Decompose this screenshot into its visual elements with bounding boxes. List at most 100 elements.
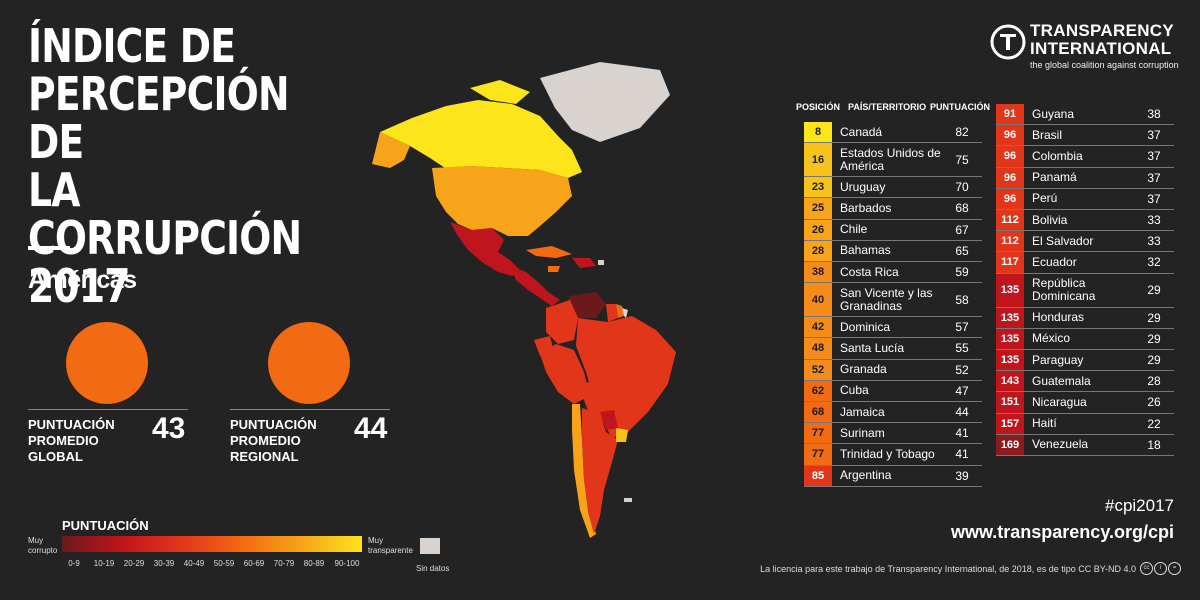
canada-region (380, 100, 582, 178)
country-cell: Dominica (840, 319, 891, 334)
table-row: 25 Barbados 68 (804, 198, 982, 220)
global-average-value: 43 (152, 412, 186, 445)
score-cell: 67 (955, 222, 969, 237)
score-cell: 82 (955, 125, 969, 140)
legend-low-label: Muy corrupto (28, 536, 58, 555)
table-row: 135 Paraguay 29 (996, 350, 1174, 372)
score-cell: 29 (1147, 310, 1161, 325)
legend-range-label: 0-9 (68, 559, 80, 568)
table-row: 48 Santa Lucía 55 (804, 338, 982, 360)
rank-cell: 96 (996, 125, 1024, 146)
country-cell: Haití (1032, 416, 1057, 431)
country-cell: Jamaica (840, 404, 885, 419)
country-cell: Guyana (1032, 106, 1075, 121)
rank-cell: 68 (804, 402, 832, 423)
rank-cell: 112 (996, 210, 1024, 231)
rank-cell: 77 (804, 423, 832, 444)
table-row: 52 Granada 52 (804, 359, 982, 381)
legend-ranges: 0-9 10-19 20-29 30-39 40-49 50-59 60-69 … (62, 559, 362, 573)
country-cell: Granada (840, 362, 887, 377)
table-row: 28 Bahamas 65 (804, 240, 982, 262)
header-score: PUNTUACIÓN (930, 102, 990, 112)
alaska-region (372, 132, 410, 168)
rank-cell: 91 (996, 104, 1024, 125)
score-cell: 70 (955, 180, 969, 195)
score-cell: 39 (955, 468, 969, 483)
table-row: 23 Uruguay 70 (804, 177, 982, 199)
score-cell: 33 (1147, 213, 1161, 228)
puerto-rico-island (598, 260, 604, 265)
rank-cell: 48 (804, 338, 832, 359)
table-row: 42 Dominica 57 (804, 317, 982, 339)
score-cell: 44 (955, 405, 969, 420)
score-cell: 37 (1147, 149, 1161, 164)
table-row: 96 Panamá 37 (996, 167, 1174, 189)
table-row: 135 República Dominicana 29 (996, 273, 1174, 308)
country-cell: Estados Unidos de América (840, 145, 941, 173)
legend-range-label: 80-89 (303, 559, 325, 568)
legend-range-label: 10-19 (93, 559, 115, 568)
website-url[interactable]: www.transparency.org/cpi (950, 522, 1174, 542)
rank-cell: 8 (804, 122, 832, 143)
country-cell: Honduras (1032, 310, 1085, 325)
regional-average-circle (268, 322, 350, 404)
global-stat-divider (28, 409, 188, 410)
rank-cell: 40 (804, 283, 832, 317)
table-row: 16 Estados Unidos de América 75 (804, 143, 982, 178)
table-row: 62 Cuba 47 (804, 380, 982, 402)
country-cell: Barbados (840, 200, 892, 215)
rank-cell: 28 (804, 240, 832, 261)
rank-cell: 26 (804, 219, 832, 240)
legend-no-data-label: Sin datos (416, 564, 450, 573)
legend-range-label: 60-69 (243, 559, 265, 568)
country-cell: Argentina (840, 468, 892, 483)
rank-cell: 77 (804, 444, 832, 465)
table-row: 169 Venezuela 18 (996, 434, 1174, 456)
score-cell: 41 (955, 447, 969, 462)
legend-title: PUNTUACIÓN (62, 518, 149, 533)
cuba-island (526, 246, 572, 258)
score-cell: 38 (1147, 107, 1161, 122)
guyana-region (606, 304, 618, 322)
score-cell: 68 (955, 201, 969, 216)
colombia-region (546, 300, 578, 344)
table-row: 77 Surinam 41 (804, 423, 982, 445)
country-cell: Paraguay (1032, 352, 1084, 367)
rank-cell: 85 (804, 465, 832, 486)
table-row: 91 Guyana 38 (996, 104, 1174, 126)
legend-range-label: 30-39 (153, 559, 175, 568)
country-cell: Brasil (1032, 127, 1063, 142)
title-divider (28, 246, 70, 250)
chile-region (572, 404, 596, 538)
score-cell: 28 (1147, 374, 1161, 389)
rank-cell: 135 (996, 307, 1024, 328)
score-cell: 37 (1147, 128, 1161, 143)
rank-cell: 151 (996, 392, 1024, 413)
score-cell: 75 (955, 152, 969, 167)
table-row: 112 Bolivia 33 (996, 210, 1174, 232)
org-name: TRANSPARENCY INTERNATIONAL (1030, 21, 1175, 58)
legend-range-label: 50-59 (213, 559, 235, 568)
table-row: 117 Ecuador 32 (996, 252, 1174, 274)
venezuela-region (566, 292, 606, 318)
rank-cell: 25 (804, 198, 832, 219)
legend-range-label: 20-29 (123, 559, 145, 568)
region-title: Américas (28, 266, 137, 294)
rank-cell: 135 (996, 350, 1024, 371)
rank-cell: 96 (996, 167, 1024, 188)
rank-cell: 62 (804, 380, 832, 401)
bolivia-region (580, 380, 612, 418)
uruguay-region (616, 428, 628, 442)
country-cell: Perú (1032, 191, 1058, 206)
table-row: 38 Costa Rica 59 (804, 262, 982, 284)
score-cell: 32 (1147, 255, 1161, 270)
hispaniola-island (572, 258, 596, 268)
country-cell: Venezuela (1032, 437, 1089, 452)
usa-region (432, 166, 572, 236)
country-cell: Canadá (840, 124, 883, 139)
rank-cell: 157 (996, 413, 1024, 434)
score-cell: 29 (1147, 283, 1161, 298)
country-cell: Colombia (1032, 148, 1083, 163)
score-cell: 58 (955, 292, 969, 307)
